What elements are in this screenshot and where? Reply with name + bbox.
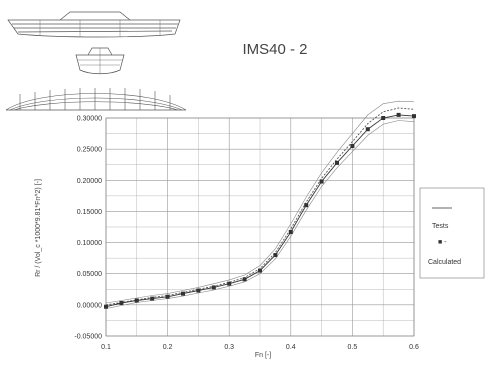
data-point-tests [181, 291, 185, 296]
data-point-tests [196, 288, 201, 293]
data-point-tests [119, 300, 124, 305]
plot-area-frame [105, 117, 415, 337]
data-point-tests [242, 277, 247, 282]
x-tick-label: 0.5 [348, 344, 358, 351]
data-point-tests [381, 116, 386, 120]
hull-waterlines-drawing [5, 88, 187, 111]
x-axis-label: Fn [-] [255, 352, 271, 359]
y-axis-tick-labels: 0.30000 0.25000 0.20000 0.15000 0.10000 0.050… [74, 116, 102, 341]
gridlines [105, 117, 415, 337]
legend-calculated-label: Calculated [428, 259, 461, 266]
x-tick-label: 0.4 [286, 344, 296, 351]
x-axis-tick-labels: 0.1 0.2 0.3 0.4 0.5 0.6 [101, 344, 419, 351]
band-line [105, 100, 415, 304]
y-tick-label: 0.20000 [77, 178, 102, 185]
chart-title: IMS40 - 2 [242, 41, 307, 58]
data-point-tests [134, 298, 139, 303]
legend-tests-marker-swatch: ■ - [438, 239, 447, 246]
y-tick-label: 0.00000 [77, 302, 102, 309]
data-point-tests [319, 179, 324, 184]
data-point-tests [258, 268, 262, 273]
hull-body-plan-drawing [75, 47, 125, 75]
data-point-tests [104, 304, 108, 309]
data-point-tests [273, 253, 278, 258]
data-point-tests [288, 229, 293, 234]
data-point-tests [211, 285, 216, 290]
y-tick-label: 0.15000 [77, 209, 102, 216]
legend-tests-label: Tests [432, 223, 449, 230]
x-tick-label: 0.1 [101, 344, 111, 351]
hull-side-profile-drawing [7, 11, 181, 38]
y-axis-label: Rr / (Vol_c *1000*9.81*Fn^2) [-] [35, 179, 42, 277]
legend-box [419, 187, 485, 279]
band-line [105, 120, 415, 309]
data-point-tests [350, 144, 355, 149]
data-point-tests [165, 294, 170, 299]
y-tick-label: 0.25000 [77, 147, 102, 154]
data-series [104, 107, 416, 309]
data-point-tests [396, 112, 401, 117]
uncertainty-band-lines [105, 100, 415, 309]
data-point-tests [335, 160, 339, 165]
x-tick-label: 0.6 [409, 344, 419, 351]
y-tick-label: 0.30000 [77, 116, 102, 123]
y-tick-label: 0.05000 [77, 271, 102, 278]
y-tick-label: -0.05000 [74, 334, 102, 341]
data-point-tests [304, 203, 309, 208]
data-point-tests [227, 281, 232, 286]
x-tick-label: 0.3 [224, 344, 234, 351]
legend: Tests ■ - Calculated [419, 187, 485, 279]
data-point-tests [150, 296, 155, 301]
y-tick-label: 0.10000 [77, 240, 102, 247]
data-point-tests [412, 114, 416, 119]
x-tick-label: 0.2 [163, 344, 173, 351]
data-point-tests [365, 127, 370, 132]
